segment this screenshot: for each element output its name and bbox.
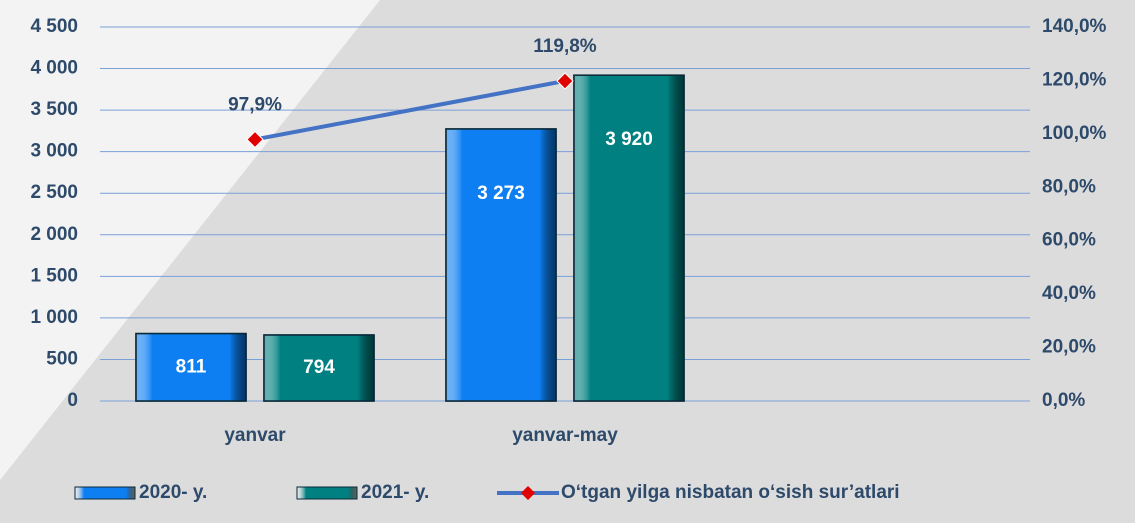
y2-tick-label: 60,0% bbox=[1042, 230, 1096, 251]
bar-value-label: 3 273 bbox=[477, 183, 525, 204]
line-marker bbox=[556, 72, 574, 90]
line-marker bbox=[246, 130, 264, 149]
y2-tick-label: 100,0% bbox=[1042, 123, 1107, 144]
bar-value-label: 794 bbox=[303, 357, 335, 378]
y2-tick-label: 40,0% bbox=[1042, 283, 1096, 304]
y-tick-label: 3 000 bbox=[30, 141, 78, 162]
legend-label: 2020- y. bbox=[139, 482, 207, 503]
x-tick-label: yanvar bbox=[224, 425, 286, 446]
y-tick-label: 2 000 bbox=[30, 224, 78, 245]
background-light bbox=[0, 0, 380, 480]
legend-label: O‘tgan yilga nisbatan o‘sish sur’atlari bbox=[561, 482, 900, 503]
line bbox=[254, 78, 566, 142]
line-value-label: 97,9% bbox=[228, 94, 282, 115]
bar-value-label: 811 bbox=[176, 356, 207, 377]
bar bbox=[135, 332, 247, 402]
y-tick-label: 4 000 bbox=[30, 58, 78, 79]
y-tick-label: 3 500 bbox=[30, 99, 78, 120]
legend-label: 2021- y. bbox=[361, 482, 429, 503]
y2-tick-label: 20,0% bbox=[1042, 337, 1096, 358]
y-tick-label: 1 000 bbox=[30, 307, 78, 328]
y2-tick-label: 140,0% bbox=[1042, 16, 1107, 37]
y-tick-label: 4 500 bbox=[30, 16, 78, 37]
y2-tick-label: 80,0% bbox=[1042, 176, 1096, 197]
y-tick-label: 0 bbox=[67, 390, 78, 411]
y-tick-label: 1 500 bbox=[30, 265, 78, 286]
bar bbox=[445, 128, 557, 402]
y2-tick-label: 120,0% bbox=[1042, 69, 1107, 90]
legend-swatch bbox=[74, 486, 136, 500]
legend-marker bbox=[521, 486, 535, 500]
bar bbox=[263, 334, 375, 402]
y-tick-label: 2 500 bbox=[30, 182, 78, 203]
x-tick-label: yanvar-may bbox=[512, 425, 618, 446]
y2-tick-label: 0,0% bbox=[1042, 390, 1085, 411]
line-value-label: 119,8% bbox=[533, 36, 596, 57]
legend-swatch bbox=[296, 486, 358, 500]
bar bbox=[573, 74, 685, 402]
y-tick-label: 500 bbox=[46, 348, 78, 369]
bar-value-label: 3 920 bbox=[605, 129, 653, 150]
